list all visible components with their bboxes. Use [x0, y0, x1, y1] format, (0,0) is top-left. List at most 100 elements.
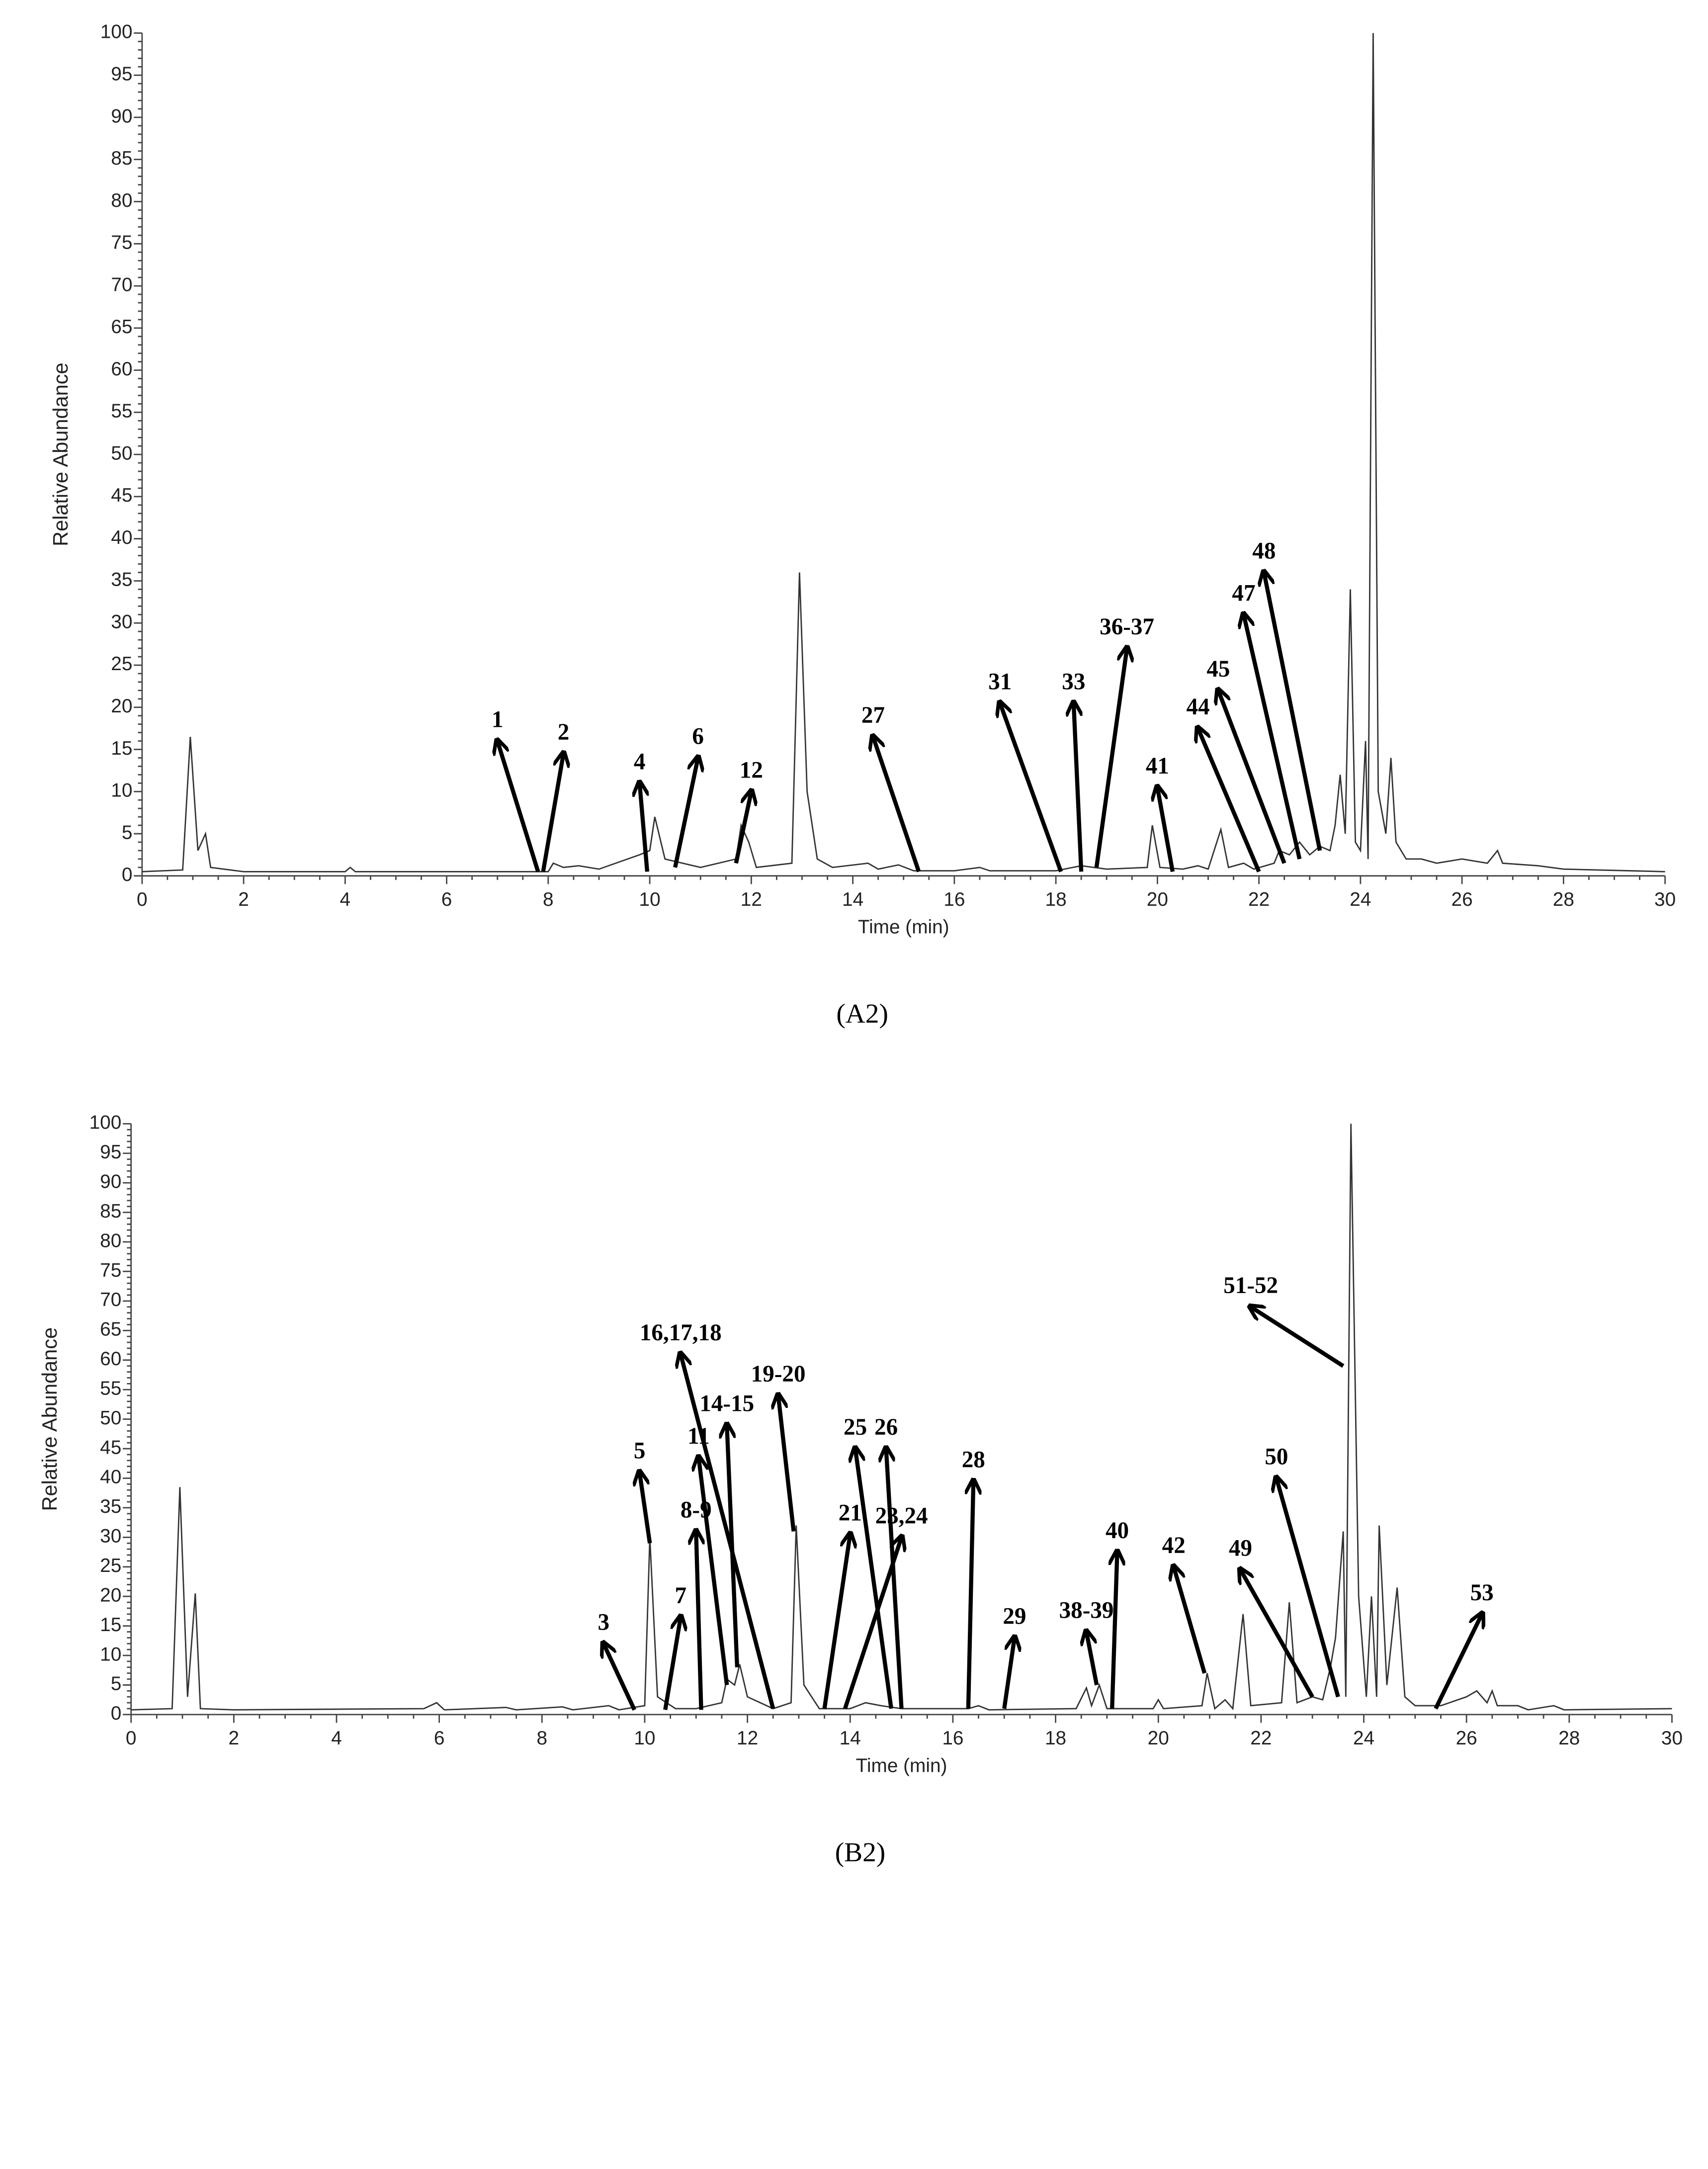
annotation-label: 50: [1265, 1444, 1288, 1470]
x-tick-label: 28: [1553, 889, 1574, 910]
x-tick-label: 4: [340, 889, 351, 910]
annotation-arrow: [1087, 1632, 1099, 1686]
annotation-arrow: [1112, 1552, 1117, 1709]
y-tick-label: 0: [122, 864, 133, 885]
y-tick-label: 70: [100, 1289, 121, 1310]
y-tick-label: 20: [100, 1584, 121, 1606]
y-tick-label: 60: [111, 358, 132, 380]
y-tick-label: 45: [100, 1437, 121, 1458]
annotation-label: 48: [1252, 538, 1276, 564]
x-axis-title: Time (min): [858, 916, 949, 938]
x-tick-label: 6: [434, 1728, 445, 1749]
annotation-label: 4: [634, 749, 646, 775]
y-tick-label: 50: [111, 442, 132, 464]
y-tick-label: 25: [100, 1555, 121, 1576]
annotation-arrow: [681, 1354, 775, 1710]
x-tick-label: 20: [1147, 889, 1168, 910]
annotation-arrow: [1157, 787, 1175, 872]
annotation-label: 44: [1187, 694, 1210, 720]
x-tick-label: 30: [1661, 1728, 1683, 1749]
x-tick-label: 26: [1452, 889, 1473, 910]
annotation-arrow: [873, 737, 921, 872]
annotation-label: 40: [1106, 1518, 1129, 1544]
y-tick-label: 75: [111, 232, 132, 254]
y-tick-label: 30: [111, 611, 132, 632]
x-tick-label: 24: [1350, 889, 1371, 910]
annotation-arrow: [1251, 1307, 1345, 1368]
y-axis-title: Relative Abundance: [49, 362, 72, 546]
annotation-arrow: [498, 741, 540, 872]
y-tick-label: 55: [111, 401, 132, 422]
annotation-arrow: [640, 783, 650, 872]
annotation-arrow: [1094, 648, 1127, 868]
annotation-label: 27: [861, 702, 885, 728]
x-tick-label: 16: [943, 889, 965, 910]
annotation-label: 38-39: [1059, 1598, 1114, 1624]
x-tick-label: 28: [1558, 1728, 1580, 1749]
x-tick-label: 2: [238, 889, 249, 910]
annotation-arrow: [1174, 1567, 1207, 1674]
y-tick-label: 30: [100, 1526, 121, 1547]
x-tick-label: 12: [741, 889, 762, 910]
annotation-arrow: [734, 791, 752, 864]
y-tick-label: 65: [100, 1319, 121, 1340]
y-tick-label: 100: [100, 21, 133, 43]
annotation-arrow: [640, 1473, 652, 1544]
annotation-label: 28: [962, 1447, 985, 1473]
y-tick-label: 25: [111, 653, 132, 675]
y-tick-label: 35: [111, 569, 132, 591]
annotation-label: 21: [839, 1500, 862, 1526]
annotation-arrow: [1198, 728, 1261, 872]
annotation-label: 23,24: [875, 1503, 928, 1529]
y-tick-label: 100: [89, 1112, 122, 1133]
annotation-label: 33: [1062, 669, 1085, 694]
x-axis-title: Time (min): [856, 1755, 947, 1776]
annotation-arrow: [541, 754, 564, 872]
y-tick-label: 10: [100, 1644, 121, 1665]
y-tick-label: 55: [100, 1378, 121, 1399]
annotation-arrow: [1264, 572, 1322, 851]
annotation-arrow: [696, 1531, 701, 1710]
annotation-label: 3: [598, 1609, 610, 1635]
y-tick-label: 15: [111, 738, 132, 759]
x-tick-label: 30: [1654, 889, 1676, 910]
x-tick-label: 16: [942, 1728, 963, 1749]
x-tick-label: 22: [1248, 889, 1270, 910]
x-tick-label: 14: [840, 1728, 861, 1749]
annotation-label: 7: [675, 1583, 686, 1609]
annotation-label: 36-37: [1100, 614, 1154, 640]
annotation-arrow: [603, 1644, 637, 1711]
y-tick-label: 10: [111, 780, 132, 801]
y-tick-label: 65: [111, 316, 132, 338]
y-tick-label: 40: [111, 527, 132, 548]
annotation-arrow: [886, 1449, 904, 1709]
y-tick-label: 80: [100, 1230, 121, 1251]
x-tick-label: 4: [331, 1728, 342, 1749]
caption: (B2): [835, 1837, 886, 1867]
annotation-arrow: [822, 1534, 851, 1709]
y-tick-label: 15: [100, 1614, 121, 1636]
annotation-label: 1: [492, 707, 504, 733]
annotation-label: 53: [1470, 1580, 1494, 1606]
y-tick-label: 90: [100, 1171, 121, 1193]
y-tick-label: 5: [122, 822, 133, 843]
y-tick-label: 40: [100, 1467, 121, 1488]
x-tick-label: 8: [537, 1728, 548, 1749]
annotation-arrow: [1002, 1638, 1015, 1709]
y-tick-label: 5: [111, 1673, 122, 1695]
x-tick-label: 18: [1045, 1728, 1066, 1749]
annotation-arrow: [1277, 1478, 1340, 1698]
annotation-arrow: [1000, 703, 1063, 872]
annotation-arrow: [663, 1617, 681, 1711]
annotation-label: 16,17,18: [640, 1320, 722, 1346]
annotation-arrow: [698, 1458, 729, 1685]
x-tick-label: 10: [639, 889, 661, 910]
y-tick-label: 85: [100, 1201, 121, 1222]
x-tick-label: 20: [1148, 1728, 1169, 1749]
chromatogram-trace: [131, 1124, 1672, 1711]
y-tick-label: 70: [111, 274, 132, 295]
annotation-arrow: [1244, 614, 1302, 860]
annotation-arrow: [1241, 1570, 1314, 1698]
y-axis-title: Relative Abundance: [38, 1327, 61, 1511]
